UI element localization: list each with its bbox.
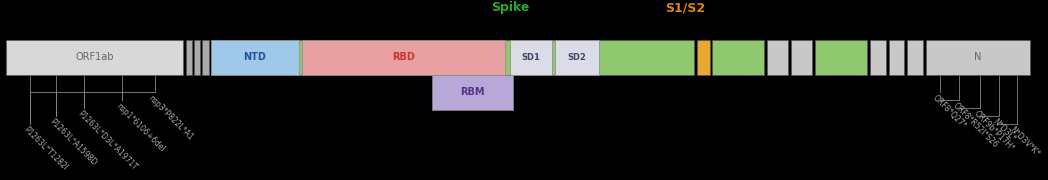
- Bar: [712, 40, 764, 75]
- Bar: [908, 40, 923, 75]
- Bar: [889, 40, 904, 75]
- Text: N*D3L*: N*D3L*: [990, 117, 1017, 144]
- Bar: [185, 40, 192, 75]
- Text: Spike: Spike: [492, 1, 529, 14]
- Bar: [302, 40, 505, 75]
- Text: ORF8*Q27*: ORF8*Q27*: [932, 93, 968, 130]
- Bar: [926, 40, 1030, 75]
- Text: N*D3V*K*: N*D3V*K*: [1008, 125, 1042, 159]
- Bar: [211, 40, 694, 75]
- Text: SD1: SD1: [522, 53, 541, 62]
- Bar: [815, 40, 867, 75]
- Text: RBD: RBD: [392, 52, 415, 62]
- Text: NTD: NTD: [243, 52, 266, 62]
- Text: SD2: SD2: [567, 53, 586, 62]
- Bar: [697, 40, 709, 75]
- Text: P1263L*D3L*A1971T: P1263L*D3L*A1971T: [75, 109, 138, 172]
- Text: S1/S2: S1/S2: [664, 1, 705, 14]
- Text: P1263L*A1598D: P1263L*A1598D: [47, 117, 97, 168]
- Text: ORF9b*P17H*: ORF9b*P17H*: [971, 109, 1016, 153]
- Bar: [194, 40, 200, 75]
- Bar: [870, 40, 886, 75]
- Bar: [791, 40, 812, 75]
- Text: N: N: [975, 52, 982, 62]
- Bar: [202, 40, 209, 75]
- Text: nsp3*P822L*A1: nsp3*P822L*A1: [146, 93, 195, 142]
- Text: nsp1*6106+6del: nsp1*6106+6del: [114, 101, 166, 153]
- Bar: [767, 40, 788, 75]
- Text: ORF8*R52I*S26: ORF8*R52I*S26: [951, 101, 1000, 150]
- Bar: [554, 40, 598, 75]
- Bar: [6, 40, 182, 75]
- Text: P1263L*T1282I: P1263L*T1282I: [21, 125, 69, 172]
- Text: ORF1ab: ORF1ab: [75, 52, 113, 62]
- Text: RBM: RBM: [460, 87, 485, 97]
- Bar: [510, 40, 552, 75]
- Bar: [211, 40, 299, 75]
- Bar: [432, 75, 514, 109]
